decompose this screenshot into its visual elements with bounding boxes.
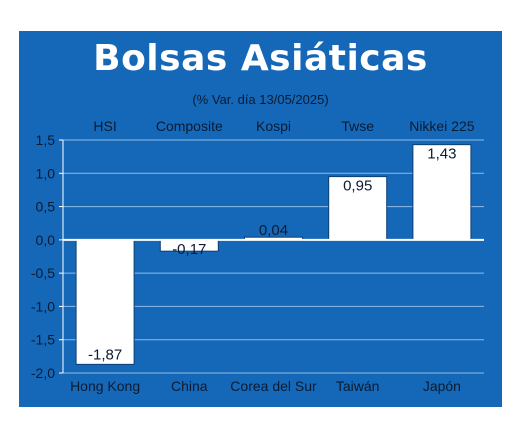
bar: [412, 144, 472, 241]
index-label: Twse: [341, 118, 374, 134]
y-tick-label: 0,5: [36, 199, 56, 215]
bar-value-label: 1,43: [427, 146, 456, 163]
bar: [75, 239, 135, 365]
y-tick-label: 1,5: [36, 132, 56, 148]
category-label: Corea del Sur: [230, 378, 317, 394]
index-label: Kospi: [256, 118, 291, 134]
category-label: China: [171, 378, 208, 394]
bar-value-label: -0,17: [172, 241, 206, 258]
y-tick-label: 0,0: [36, 232, 56, 248]
y-tick-label: 1,0: [36, 165, 56, 181]
bar-value-label: 0,95: [343, 178, 372, 195]
bar: [328, 176, 388, 241]
index-label: HSI: [93, 118, 116, 134]
bar-value-label: 0,04: [259, 222, 288, 239]
chart-title: Bolsas Asiáticas: [93, 38, 428, 79]
y-tick-label: -2,0: [31, 365, 55, 381]
category-label: Japón: [423, 378, 461, 394]
y-tick-label: -0,5: [31, 265, 55, 281]
index-label: Nikkei 225: [409, 118, 475, 134]
index-label: Composite: [156, 118, 223, 134]
category-label: Taiwán: [336, 378, 380, 394]
y-tick-label: -1,0: [31, 298, 55, 314]
chart-subtitle: (% Var. día 13/05/2025): [192, 92, 329, 107]
category-label: Hong Kong: [70, 378, 140, 394]
y-tick-label: -1,5: [31, 332, 55, 348]
bar-value-label: -1,87: [88, 346, 122, 363]
